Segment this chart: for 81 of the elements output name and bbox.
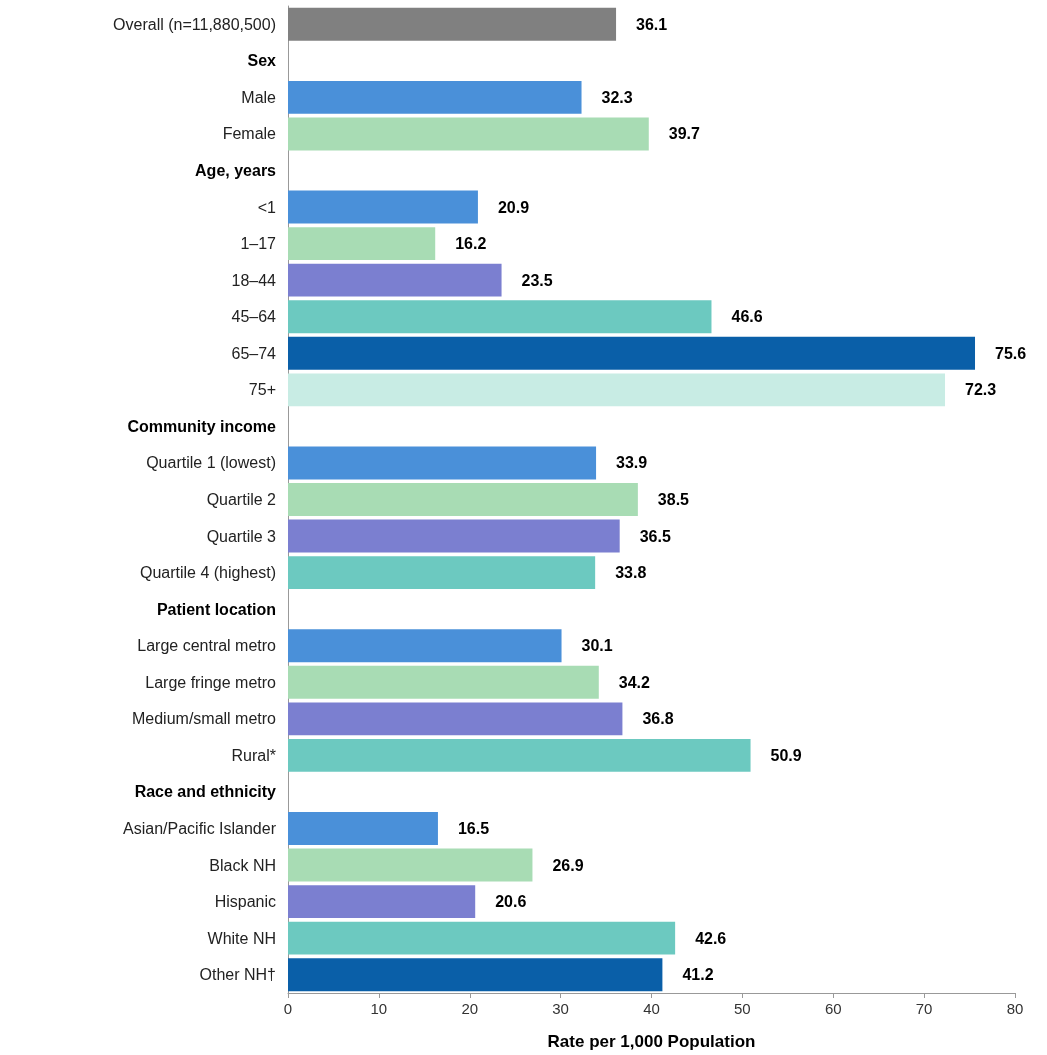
data-label: 33.8 bbox=[615, 564, 647, 582]
bar bbox=[288, 519, 620, 553]
x-tick-label: 0 bbox=[283, 1000, 293, 1017]
bar bbox=[288, 336, 976, 370]
data-label: 42.6 bbox=[695, 929, 727, 947]
y-tick-label: 75+ bbox=[248, 381, 276, 399]
y-tick-label: Community income bbox=[127, 417, 277, 435]
data-label: 30.1 bbox=[581, 637, 613, 655]
y-tick-label: Overall (n=11,880,500) bbox=[113, 15, 276, 33]
y-tick-label: White NH bbox=[207, 929, 276, 947]
bar bbox=[288, 702, 623, 736]
bar bbox=[288, 227, 436, 261]
y-tick-label: Female bbox=[222, 125, 277, 143]
data-label: 36.1 bbox=[636, 15, 668, 33]
data-label: 36.8 bbox=[642, 710, 674, 728]
y-tick-label: Large central metro bbox=[137, 637, 277, 655]
bar bbox=[288, 263, 502, 297]
data-label: 36.5 bbox=[639, 527, 671, 545]
data-label: 16.2 bbox=[455, 235, 487, 253]
data-label: 32.3 bbox=[601, 88, 633, 106]
y-tick-label: Large fringe metro bbox=[145, 673, 277, 691]
data-label: 39.7 bbox=[668, 125, 701, 143]
bar bbox=[288, 483, 638, 516]
y-tick-label: 45–64 bbox=[231, 308, 277, 326]
x-tick-label: 40 bbox=[643, 1000, 660, 1017]
data-label: 34.2 bbox=[618, 673, 651, 691]
x-tick-label: 20 bbox=[461, 1000, 479, 1017]
data-label: 46.6 bbox=[731, 308, 763, 326]
bar bbox=[288, 958, 663, 992]
y-tick-label: <1 bbox=[257, 198, 277, 216]
bar bbox=[288, 665, 599, 699]
x-tick-label: 30 bbox=[552, 1000, 569, 1017]
bar bbox=[288, 921, 676, 955]
y-tick-label: 1–17 bbox=[240, 235, 277, 253]
y-tick-label: Male bbox=[241, 88, 277, 106]
bar bbox=[288, 300, 712, 334]
y-tick-label: Rural* bbox=[231, 746, 276, 764]
y-tick-label: Hispanic bbox=[214, 893, 276, 911]
data-label: 16.5 bbox=[457, 820, 490, 837]
y-tick-label: Quartile 1 (lowest) bbox=[146, 454, 276, 472]
data-label: 20.6 bbox=[495, 893, 527, 911]
y-tick-label: Other NH† bbox=[199, 966, 276, 984]
y-tick-label: Sex bbox=[247, 52, 277, 70]
bar bbox=[288, 556, 596, 590]
bar bbox=[288, 7, 617, 41]
data-label: 20.9 bbox=[497, 198, 530, 216]
bar bbox=[288, 446, 597, 480]
data-label: 41.2 bbox=[682, 966, 714, 984]
data-label: 50.9 bbox=[770, 746, 802, 764]
bar bbox=[288, 885, 476, 919]
bar bbox=[288, 812, 438, 845]
bar bbox=[288, 848, 533, 882]
bar bbox=[288, 117, 649, 151]
x-tick-label: 50 bbox=[734, 1000, 751, 1017]
data-label: 23.5 bbox=[521, 271, 553, 289]
y-tick-label: Age, years bbox=[195, 162, 277, 179]
y-tick-label: Quartile 3 bbox=[206, 527, 277, 545]
x-axis-title: Rate per 1,000 Population bbox=[547, 1032, 756, 1051]
data-label: 26.9 bbox=[552, 856, 584, 874]
bar bbox=[288, 738, 751, 772]
y-tick-label: Quartile 2 bbox=[206, 491, 277, 508]
bar bbox=[288, 80, 582, 114]
x-tick-label: 70 bbox=[915, 1000, 933, 1017]
x-tick-label: 60 bbox=[824, 1000, 842, 1017]
y-tick-label: Asian/Pacific Islander bbox=[123, 820, 277, 837]
data-label: 75.6 bbox=[995, 344, 1027, 362]
bar bbox=[288, 629, 562, 663]
data-label: 72.3 bbox=[965, 381, 997, 399]
bar bbox=[288, 373, 946, 407]
y-tick-label: Black NH bbox=[209, 856, 276, 874]
x-tick-label: 10 bbox=[370, 1000, 388, 1017]
y-tick-label: Quartile 4 (highest) bbox=[139, 564, 276, 582]
y-tick-label: Medium/small metro bbox=[131, 710, 277, 728]
x-tick-label: 80 bbox=[1006, 1000, 1024, 1017]
bar bbox=[288, 190, 478, 224]
y-tick-label: Race and ethnicity bbox=[134, 783, 277, 801]
data-label: 33.9 bbox=[616, 454, 648, 472]
data-label: 38.5 bbox=[657, 491, 690, 508]
y-tick-label: Patient location bbox=[156, 600, 276, 618]
y-tick-label: 65–74 bbox=[231, 344, 277, 362]
y-tick-label: 18–44 bbox=[231, 271, 277, 289]
